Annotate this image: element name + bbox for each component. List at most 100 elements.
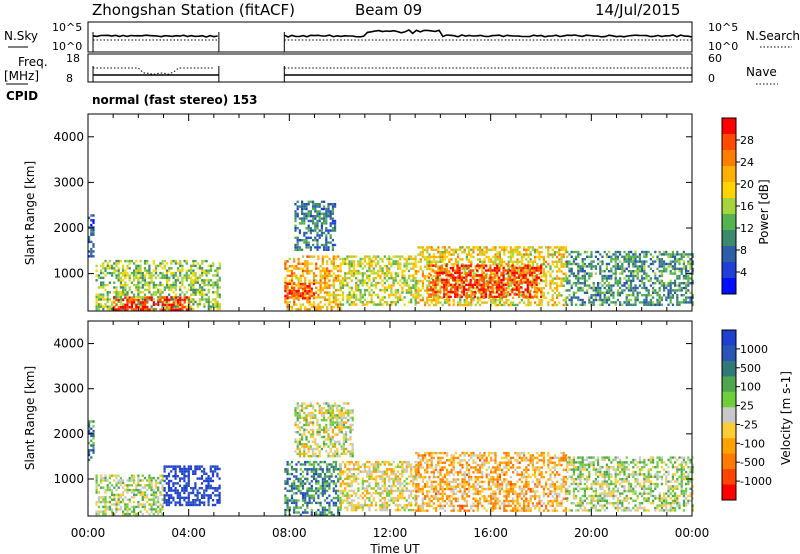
echo-cell — [187, 491, 190, 495]
echo-cell — [619, 272, 622, 275]
echo-cell — [501, 284, 504, 287]
echo-cell — [465, 288, 468, 291]
echo-cell — [218, 267, 221, 270]
echo-cell — [323, 277, 327, 280]
echo-cell — [106, 500, 109, 504]
echo-cell — [203, 491, 206, 495]
echo-cell — [325, 243, 328, 247]
echo-cell — [308, 489, 311, 493]
echo-cell — [678, 303, 681, 306]
echo-cell — [298, 411, 301, 415]
echo-cell — [124, 496, 127, 499]
echo-cell — [174, 305, 177, 308]
echo-cell — [577, 267, 580, 270]
echo-cell — [306, 296, 309, 299]
echo-cell — [509, 282, 512, 285]
echo-cell — [102, 512, 105, 516]
echo-cell — [352, 272, 356, 275]
echo-cell — [388, 303, 391, 306]
echo-cell — [216, 303, 219, 306]
echo-cell — [117, 503, 120, 506]
echo-cell — [348, 277, 351, 280]
echo-cell — [174, 300, 177, 304]
echo-cell — [685, 274, 688, 278]
echo-cell — [461, 275, 464, 278]
echo-cell — [203, 271, 206, 275]
echo-cell — [537, 266, 540, 270]
echo-cell — [323, 460, 327, 464]
echo-cell — [194, 487, 197, 490]
echo-cell — [174, 274, 177, 277]
echo-cell — [218, 494, 221, 497]
echo-cell — [139, 281, 142, 284]
echo-cell — [301, 470, 305, 473]
echo-cell — [357, 284, 360, 287]
echo-cell — [518, 282, 521, 285]
echo-cell — [216, 489, 219, 492]
echo-cell — [299, 513, 302, 517]
echo-cell — [284, 501, 287, 505]
echo-cell — [445, 293, 448, 296]
echo-cell — [443, 246, 446, 249]
echo-cell — [619, 267, 622, 270]
echo-cell — [401, 286, 404, 289]
echo-cell — [298, 421, 301, 424]
colorbar-cell — [722, 134, 736, 151]
echo-cell — [179, 298, 182, 302]
echo-cell — [594, 265, 597, 268]
echo-cell — [658, 301, 661, 304]
echo-cell — [218, 264, 221, 268]
echo-cell — [299, 477, 302, 481]
echo-cell — [346, 255, 349, 258]
echo-cell — [443, 263, 446, 266]
echo-cell — [506, 271, 510, 275]
echo-cell — [446, 301, 449, 304]
echo-cell — [327, 246, 330, 249]
echo-cell — [658, 250, 661, 254]
echo-cell — [426, 279, 429, 283]
echo-cell — [301, 416, 304, 419]
echo-cell — [619, 301, 622, 304]
echo-cell — [319, 504, 322, 507]
echo-cell — [689, 260, 692, 263]
echo-cell — [439, 277, 442, 280]
echo-cell — [660, 260, 663, 263]
echo-cell — [185, 274, 188, 277]
echo-cell — [159, 288, 162, 292]
echo-cell — [534, 287, 537, 290]
echo-cell — [590, 296, 593, 299]
echo-cell — [334, 274, 338, 277]
echo-cell — [88, 441, 91, 445]
echo-cell — [308, 272, 311, 275]
echo-cell — [501, 296, 504, 299]
echo-cell — [178, 496, 182, 499]
echo-cell — [157, 298, 160, 302]
echo-cell — [299, 480, 302, 483]
echo-cell — [318, 210, 321, 213]
echo-cell — [513, 281, 516, 284]
echo-cell — [616, 298, 619, 302]
echo-cell — [126, 498, 129, 501]
echo-cell — [370, 281, 373, 285]
echo-cell — [111, 498, 114, 501]
echo-cell — [207, 482, 210, 485]
echo-cell — [294, 219, 297, 223]
echo-cell — [608, 274, 611, 278]
echo-cell — [297, 477, 300, 481]
echo-cell — [614, 272, 617, 275]
echo-cell — [337, 496, 340, 500]
echo-cell — [480, 293, 483, 296]
echo-cell — [319, 511, 322, 514]
echo-cell — [451, 276, 455, 279]
echo-cell — [649, 298, 652, 302]
echo-cell — [443, 290, 446, 294]
echo-cell — [481, 267, 484, 271]
echo-cell — [415, 284, 418, 287]
echo-cell — [122, 269, 125, 272]
echo-cell — [139, 484, 142, 487]
echo-cell — [437, 255, 440, 259]
echo-cell — [509, 248, 512, 251]
echo-cell — [299, 468, 302, 471]
echo-cell — [537, 269, 540, 272]
echo-cell — [214, 291, 217, 294]
